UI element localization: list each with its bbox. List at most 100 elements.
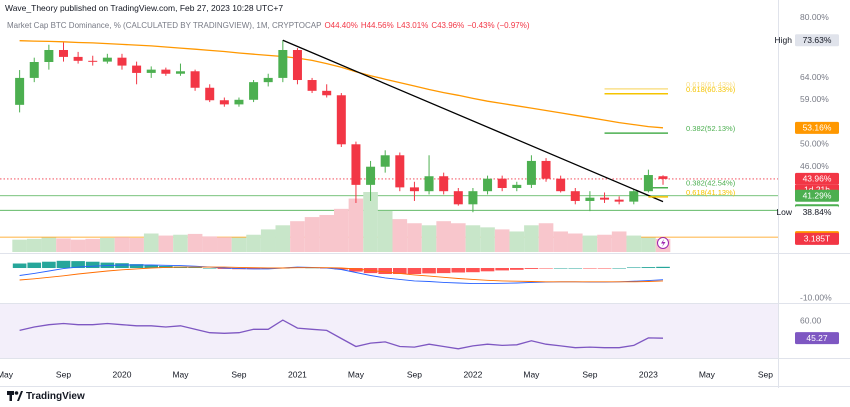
candle-body	[512, 184, 522, 189]
candle-body	[468, 191, 478, 205]
x-tick-label: 2021	[288, 369, 307, 379]
logo-part	[7, 391, 14, 395]
candle-body	[395, 155, 405, 188]
candle-body	[307, 80, 317, 91]
icon-bolt	[661, 239, 666, 247]
x-tick-label: May	[0, 369, 14, 379]
macd-histogram-bar	[349, 268, 363, 272]
moving-average	[19, 40, 664, 129]
volume-bar	[436, 221, 451, 252]
countdown-label: 1d 21h	[804, 185, 830, 195]
volume-bar	[173, 234, 188, 252]
y-tick-label: 80.00%	[800, 12, 829, 22]
macd-histogram-bar	[144, 265, 159, 269]
macd-histogram-bar	[407, 268, 422, 275]
macd-histogram-bar	[71, 261, 85, 269]
volume-bar	[597, 234, 612, 252]
macd-tick-label: -10.00%	[800, 292, 832, 302]
candle-body	[526, 160, 536, 185]
axis-layer: May Sep 2020 May Sep 2021 May Sep 2022 May Sep 2023…	[0, 12, 839, 379]
macd-histogram-bar	[334, 268, 349, 270]
macd-histogram-bar	[539, 268, 553, 269]
macd-histogram-bar	[129, 264, 144, 269]
x-tick-label: May	[172, 369, 189, 379]
macd-histogram-bar	[524, 268, 539, 269]
candle-body	[15, 77, 25, 105]
candle-body	[380, 155, 390, 167]
price-label: 53.16%	[803, 123, 832, 133]
volume-bar	[26, 238, 42, 252]
fib-label: 0.618(61.43%)	[686, 80, 736, 89]
candle-body	[629, 191, 639, 202]
x-tick-label: May	[348, 369, 365, 379]
x-tick-label: May	[523, 369, 540, 379]
volume-bar	[334, 208, 349, 252]
price-label-box	[795, 172, 839, 185]
volume-bar	[275, 225, 291, 252]
volume-label: 3.185T	[804, 234, 830, 244]
candle-body	[190, 71, 200, 88]
volume-bar	[231, 237, 247, 252]
legend-value: O44.40%	[324, 21, 358, 30]
candle-body	[234, 99, 244, 105]
logo-part	[14, 391, 19, 395]
macd-histogram-bar	[509, 268, 524, 270]
macd-histogram-bar	[85, 261, 100, 269]
volume-bar	[582, 235, 598, 252]
volume-bar	[260, 229, 276, 252]
candle-body	[117, 57, 127, 66]
candle-body	[44, 49, 54, 63]
rsi-line	[19, 319, 664, 350]
macd-histogram-bar	[393, 268, 407, 275]
legend-title: Market Cap BTC Dominance, % (CALCULATED …	[7, 21, 322, 30]
candle-body	[88, 60, 98, 62]
macd-histogram-bar	[451, 268, 466, 273]
plot-layer: 0.618(61.43%)0.618(60.33%) 0.382(52.13%) 0…	[0, 39, 778, 350]
fib-label: 0.618(60.33%)	[686, 85, 736, 94]
x-tick-label: 2023	[639, 369, 658, 379]
candle-body	[219, 100, 229, 105]
candle-body	[497, 178, 507, 189]
logo-part	[9, 395, 12, 401]
volume-bar	[319, 215, 335, 252]
volume-bar	[377, 210, 393, 252]
macd-histogram-bar	[568, 268, 583, 269]
candle-body	[205, 87, 215, 101]
macd-histogram-bar	[597, 268, 612, 269]
candle-body	[29, 62, 39, 78]
candle-body	[658, 176, 668, 179]
macd-histogram-bar	[641, 267, 656, 269]
volume-bar	[611, 231, 627, 252]
macd-histogram-bar	[188, 267, 202, 269]
macd-histogram-bar	[12, 263, 27, 269]
candle-body	[278, 49, 288, 78]
candle-body	[102, 57, 112, 62]
volume-bar	[41, 237, 57, 252]
macd-histogram-bar	[553, 268, 568, 269]
legend-value: L43.01%	[396, 21, 429, 30]
volume-bar	[480, 227, 495, 252]
macd-line	[19, 266, 664, 283]
volume-bar	[202, 236, 218, 252]
macd-histogram-bar	[217, 268, 232, 269]
volume-bar	[524, 225, 539, 252]
candle-body	[263, 77, 273, 83]
y-tick-label: 50.00%	[800, 139, 829, 149]
macd-histogram-bar	[583, 268, 597, 269]
volume-bar	[421, 225, 437, 252]
macd-histogram-bar	[612, 268, 626, 269]
x-tick-label: Sep	[407, 369, 422, 379]
macd-histogram-bar	[495, 268, 509, 271]
candle-body	[643, 175, 653, 192]
candle-body	[132, 65, 142, 73]
candle-body	[614, 199, 624, 202]
price-label: 41.29%	[803, 191, 832, 201]
macd-histogram-bar	[626, 267, 641, 269]
price-label-box	[795, 121, 839, 134]
candle-body	[570, 191, 580, 201]
volume-bar	[553, 231, 568, 252]
volume-bar	[187, 233, 203, 252]
y-tick-label: 64.00%	[800, 72, 829, 82]
